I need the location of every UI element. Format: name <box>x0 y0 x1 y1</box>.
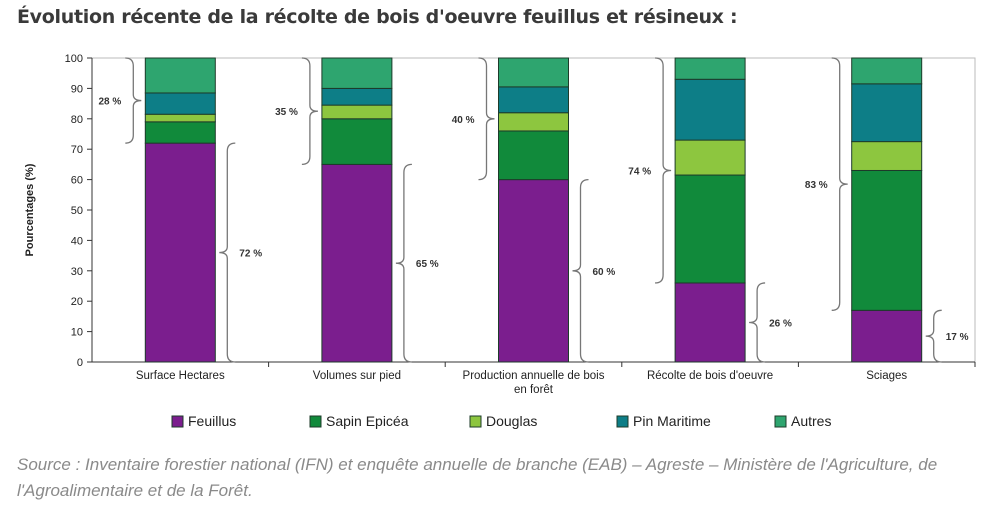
legend-label: Autres <box>791 413 831 429</box>
resineux-share-label: 74 % <box>628 166 651 177</box>
bar-segment-feuillus <box>144 142 216 363</box>
x-tick-label: Volumes sur pied <box>313 370 401 382</box>
resineux-brace <box>301 57 318 166</box>
y-tick-label: 40 <box>71 235 83 247</box>
bar-segment-pin-maritime <box>498 86 569 114</box>
feuillus-brace <box>219 142 236 363</box>
feuillus-brace <box>925 309 942 363</box>
bar-segment-autres <box>851 57 923 85</box>
resineux-brace <box>831 57 848 311</box>
bar-segment-sapin-epicéa <box>674 174 746 284</box>
legend-label: Douglas <box>486 413 537 429</box>
resineux-brace <box>478 57 495 181</box>
legend-swatch <box>616 415 629 428</box>
bar-segment-sapin-epicéa <box>498 130 569 181</box>
resineux-share-label: 28 % <box>99 97 122 108</box>
stacked-bar-chart: 0 10 20 30 40 50 60 70 80 90 100 Pourcentages (%) Su… <box>24 53 976 429</box>
bar-segment-autres <box>498 57 569 88</box>
resineux-brace <box>125 57 142 144</box>
feuillus-share-label: 65 % <box>416 259 439 270</box>
y-tick-label: 20 <box>71 296 83 308</box>
resineux-brace <box>655 57 672 284</box>
feuillus-share-label: 72 % <box>239 249 262 260</box>
legend-label: Pin Maritime <box>633 413 711 429</box>
y-tick-label: 100 <box>65 53 83 65</box>
resineux-share-label: 35 % <box>275 107 298 118</box>
y-tick-label: 0 <box>77 357 83 369</box>
y-tick-label: 10 <box>71 327 83 339</box>
resineux-share-label: 83 % <box>805 180 828 191</box>
bar-segment-feuillus <box>674 282 746 363</box>
feuillus-brace <box>572 178 589 363</box>
bar-segment-douglas <box>144 113 216 123</box>
bar-segment-pin-maritime <box>144 92 216 115</box>
bar-segment-douglas <box>851 141 923 171</box>
bar-segment-feuillus <box>851 309 923 363</box>
bar-segment-douglas <box>498 112 569 132</box>
bar-segment-douglas <box>674 139 746 176</box>
feuillus-brace <box>395 163 412 363</box>
bar-segment-pin-maritime <box>321 87 393 106</box>
feuillus-share-label: 17 % <box>946 332 969 343</box>
bar-segment-feuillus <box>498 179 569 363</box>
bar-segment-autres <box>321 57 393 89</box>
y-tick-label: 30 <box>71 266 83 278</box>
bar-segment-autres <box>144 57 216 94</box>
y-tick-label: 50 <box>71 205 83 217</box>
bar-segment-pin-maritime <box>674 78 746 141</box>
y-tick-label: 60 <box>71 175 83 187</box>
y-tick-label: 70 <box>71 144 83 156</box>
bar-segment-douglas <box>321 104 393 120</box>
legend-swatch <box>309 415 322 428</box>
chart-title: Évolution récente de la récolte de bois … <box>17 6 738 28</box>
bar-segment-feuillus <box>321 163 393 363</box>
x-tick-label: Récolte de bois d'oeuvre <box>647 370 773 382</box>
bar-segment-autres <box>674 57 746 80</box>
legend-swatch <box>469 415 482 428</box>
legend-label: Sapin Epicéa <box>326 413 409 429</box>
x-tick-label: Sciages <box>866 370 907 382</box>
source-note: Source : Inventaire forestier national (… <box>17 455 938 500</box>
legend-label: Feuillus <box>188 413 236 429</box>
feuillus-share-label: 60 % <box>593 267 616 278</box>
legend-swatch <box>774 415 787 428</box>
resineux-share-label: 40 % <box>452 115 475 126</box>
x-tick-label: Production annuelle de bois <box>463 370 605 382</box>
x-tick-label: Surface Hectares <box>136 370 225 382</box>
bar-segment-sapin-epicéa <box>851 169 923 311</box>
y-tick-label: 80 <box>71 114 83 126</box>
bar-segment-pin-maritime <box>851 83 923 143</box>
legend-swatch <box>171 415 184 428</box>
bar-segment-sapin-epicéa <box>321 118 393 165</box>
x-tick-label: en forêt <box>514 384 554 396</box>
y-axis-label: Pourcentages (%) <box>24 163 36 256</box>
y-tick-label: 90 <box>71 83 83 95</box>
feuillus-brace <box>749 282 766 363</box>
feuillus-share-label: 26 % <box>769 318 792 329</box>
bar-segment-sapin-epicéa <box>144 121 216 144</box>
